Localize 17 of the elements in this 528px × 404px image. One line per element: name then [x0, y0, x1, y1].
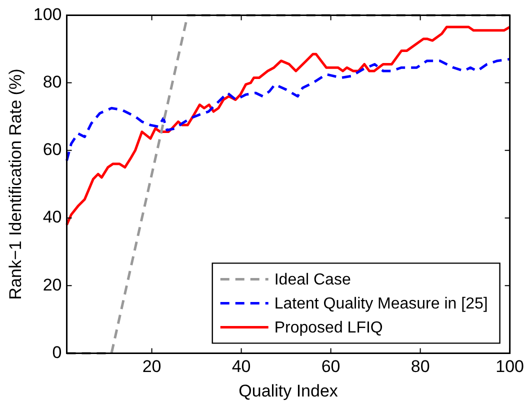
x-tick-label: 100: [496, 357, 524, 376]
y-tick-label: 80: [42, 72, 62, 92]
legend-label: Proposed LFIQ: [274, 320, 383, 337]
y-tick-label: 0: [52, 342, 62, 362]
x-tick-label: 40: [232, 357, 251, 376]
y-tick-label: 20: [42, 275, 62, 294]
y-tick-label: 60: [42, 140, 62, 160]
y-axis-title: Rank−1 Identification Rate (%): [6, 68, 25, 300]
legend-label: Latent Quality Measure in [25]: [274, 296, 488, 313]
y-tick-label: 100: [33, 4, 62, 24]
x-tick-label: 80: [410, 357, 430, 376]
x-axis-title: Quality Index: [238, 381, 338, 400]
legend-label: Ideal Case: [274, 272, 351, 289]
x-tick-label: 20: [142, 357, 162, 376]
y-tick-label: 40: [42, 208, 62, 227]
x-tick-label: 60: [321, 357, 340, 376]
line-series: [66, 58, 512, 162]
